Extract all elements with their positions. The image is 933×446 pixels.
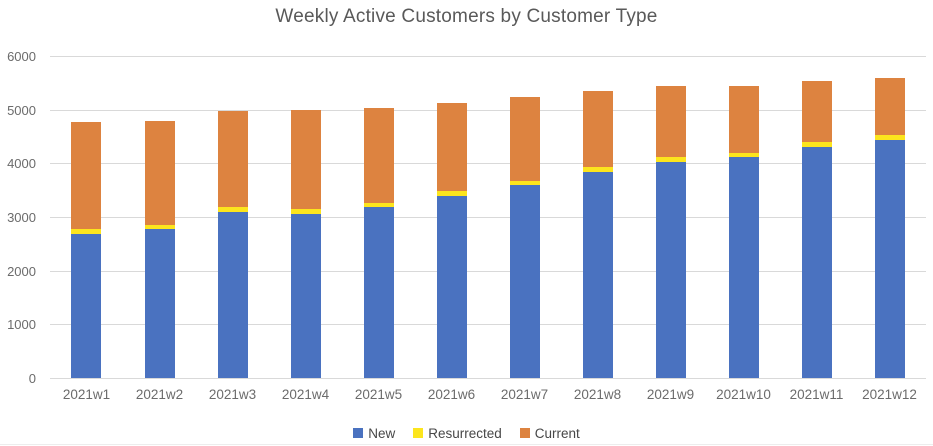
y-tick-label: 4000: [7, 156, 36, 172]
bar-segment-current: [436, 102, 467, 192]
x-tick-label: 2021w4: [281, 387, 330, 402]
bar-segment-new: [582, 172, 613, 378]
bar-segment-resurrected: [582, 167, 613, 173]
x-axis-labels: 2021w1 2021w2 2021w3 2021w4 2021w5 2021w6 2021…: [50, 387, 926, 405]
x-tick-label: 2021w11: [789, 387, 844, 402]
x-tick-label: 2021w8: [573, 387, 622, 402]
x-tick-label: 2021w5: [354, 387, 403, 402]
bar-segment-resurrected: [801, 141, 832, 148]
bar-group-2021w2: [144, 56, 175, 378]
bar-segment-new: [874, 140, 905, 378]
legend-label-resurrected: Resurrected: [428, 425, 502, 441]
bar-group-2021w12: [874, 56, 905, 378]
bar-segment-resurrected: [217, 206, 248, 212]
bar-segment-current: [509, 96, 540, 181]
gridline: [50, 324, 926, 326]
bar-segment-new: [71, 234, 102, 378]
bar-group-2021w10: [728, 56, 759, 378]
bar-group-2021w5: [363, 56, 394, 378]
y-tick-label: 6000: [7, 49, 36, 64]
gridline: [50, 163, 926, 165]
bar-group-2021w4: [290, 56, 321, 378]
bar-segment-current: [655, 85, 686, 158]
bar-group-2021w6: [436, 56, 467, 378]
bar-segment-current: [71, 121, 102, 230]
legend-item-new: New: [353, 426, 395, 441]
bar-segment-current: [801, 80, 832, 142]
bar-segment-resurrected: [71, 229, 102, 235]
plot-area: [50, 56, 926, 379]
bar-segment-new: [217, 211, 248, 378]
y-tick-label: 2000: [7, 263, 36, 279]
bar-segment-current: [144, 121, 175, 225]
bar-segment-new: [290, 213, 321, 378]
bar-segment-current: [874, 78, 905, 136]
bar-group-2021w9: [655, 56, 686, 378]
y-tick-label: 0: [28, 371, 36, 386]
bar-segment-resurrected: [436, 191, 467, 196]
legend-label-current: Current: [534, 425, 580, 441]
gridline: [50, 56, 926, 57]
bar-group-2021w8: [582, 56, 613, 378]
bar-segment-resurrected: [509, 180, 540, 186]
y-axis-labels: 6000 5000 4000 3000 2000 1000 0: [0, 49, 42, 386]
bar-segment-new: [436, 195, 467, 378]
gridline: [50, 217, 926, 218]
bar-group-2021w1: [71, 56, 102, 378]
legend-item-resurrected: Resurrected: [413, 426, 502, 441]
current-swatch-icon: [519, 428, 530, 438]
bar-group-2021w3: [217, 56, 248, 378]
gridline: [50, 378, 926, 379]
x-tick-label: 2021w10: [716, 387, 771, 402]
bar-group-2021w11: [801, 56, 832, 378]
bar-segment-new: [801, 147, 832, 378]
bar-segment-resurrected: [655, 157, 686, 163]
bar-segment-current: [290, 110, 321, 209]
bar-segment-new: [728, 157, 759, 378]
y-tick-label: 1000: [7, 317, 36, 333]
bar-segment-new: [655, 162, 686, 378]
bar-segment-new: [144, 229, 175, 378]
resurrected-swatch-icon: [413, 428, 424, 438]
bar-segment-resurrected: [290, 208, 321, 214]
bar-segment-new: [363, 207, 394, 378]
bar-segment-resurrected: [874, 135, 905, 141]
bar-segment-current: [728, 85, 759, 153]
bar-segment-resurrected: [728, 152, 759, 158]
bar-segment-current: [217, 111, 248, 207]
legend-item-current: Current: [519, 425, 580, 441]
x-tick-label: 2021w7: [500, 387, 549, 402]
bottom-divider: [0, 444, 933, 445]
legend-label-new: New: [368, 425, 396, 441]
x-tick-label: 2021w1: [62, 387, 111, 402]
gridline: [50, 109, 926, 111]
gridline: [50, 270, 926, 272]
x-tick-label: 2021w6: [427, 387, 476, 402]
x-tick-label: 2021w12: [862, 387, 917, 402]
bar-group-2021w7: [509, 56, 540, 378]
y-tick-label: 3000: [7, 210, 36, 225]
x-tick-label: 2021w2: [135, 387, 184, 402]
new-swatch-icon: [353, 428, 364, 438]
x-tick-label: 2021w9: [646, 387, 695, 402]
bar-segment-resurrected: [363, 202, 394, 208]
chart-title: Weekly Active Customers by Customer Type: [275, 6, 658, 27]
y-tick-label: 5000: [7, 102, 36, 118]
bar-segment-new: [509, 185, 540, 378]
bar-segment-current: [582, 90, 613, 168]
bar-segment-current: [363, 108, 394, 203]
legend: New Resurrected Current: [0, 423, 933, 443]
x-tick-label: 2021w3: [208, 387, 257, 402]
bar-segment-resurrected: [144, 224, 175, 230]
